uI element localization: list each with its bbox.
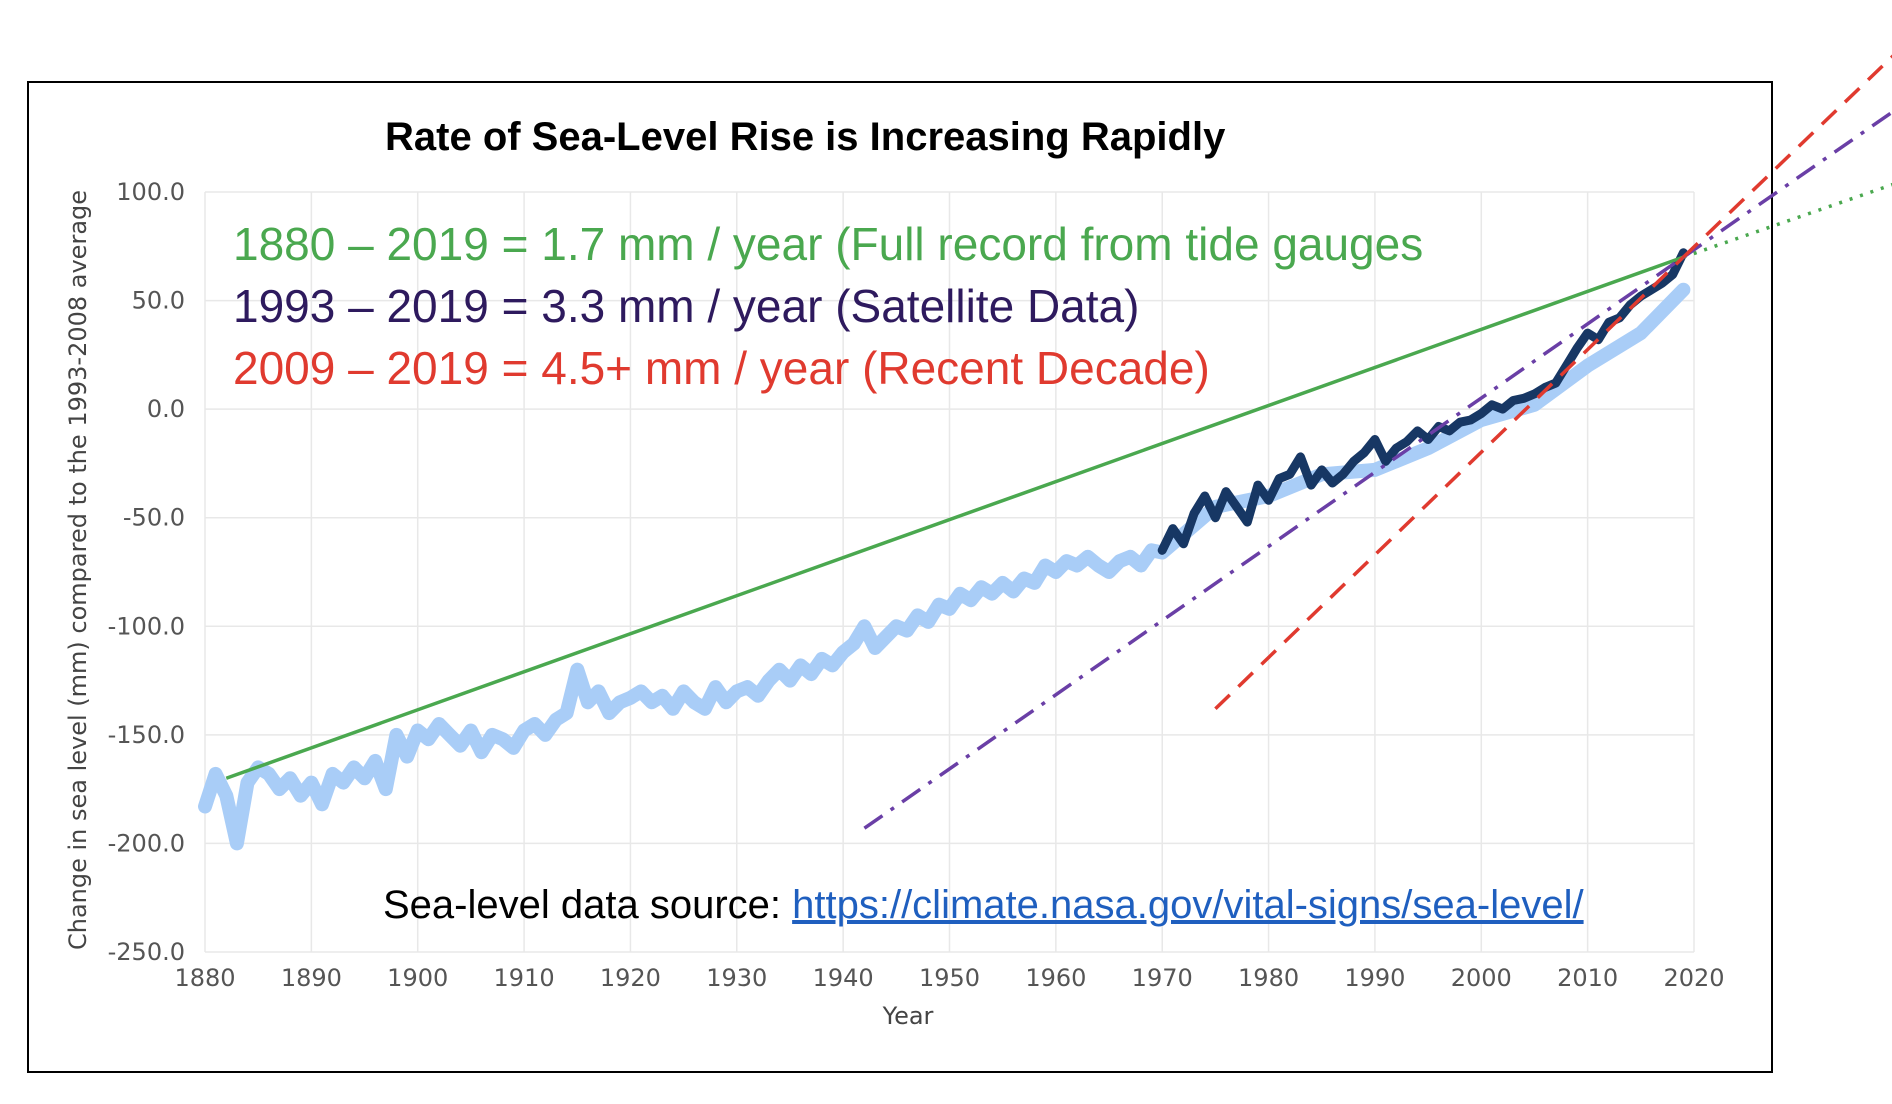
x-tick-label: 1970	[1132, 964, 1193, 992]
y-tick-labels: 100.0 50.0 0.0 -50.0 -100.0 -150.0 -200.0 -250.…	[108, 178, 185, 966]
x-tick-label: 1920	[600, 964, 661, 992]
annotation-satellite: 1993 – 2019 = 3.3 mm / year (Satellite D…	[233, 280, 1139, 332]
y-tick-label: -100.0	[108, 612, 185, 640]
x-tick-label: 1980	[1238, 964, 1299, 992]
x-tick-label: 2020	[1663, 964, 1724, 992]
y-tick-label: -50.0	[123, 504, 185, 532]
source-text: Sea-level data source: https://climate.n…	[383, 883, 1584, 927]
tide-gauge-line	[198, 282, 1691, 851]
x-tick-label: 1900	[387, 964, 448, 992]
y-tick-label: 100.0	[116, 178, 185, 206]
annotation-full-record: 1880 – 2019 = 1.7 mm / year (Full record…	[233, 218, 1423, 270]
y-tick-label: 50.0	[132, 287, 185, 315]
x-axis-label: Year	[882, 1002, 934, 1030]
x-tick-label: 1910	[494, 964, 555, 992]
y-axis-label: Change in sea level (mm) compared to the…	[64, 190, 92, 950]
x-tick-label: 1930	[706, 964, 767, 992]
x-tick-label: 1960	[1025, 964, 1086, 992]
x-tick-label: 1940	[813, 964, 874, 992]
y-tick-label: 0.0	[147, 395, 185, 423]
x-tick-label: 1950	[919, 964, 980, 992]
trend-extension-recent-decade	[1682, 54, 1892, 259]
x-tick-label: 1890	[281, 964, 342, 992]
trend-extension-full-record	[1682, 182, 1892, 259]
x-tick-label: 2000	[1451, 964, 1512, 992]
x-tick-label: 1880	[174, 964, 235, 992]
x-tick-label: 2010	[1557, 964, 1618, 992]
trend-line-recent-decade	[1214, 255, 1685, 711]
trend-lines	[225, 54, 1892, 830]
y-tick-label: -150.0	[108, 721, 185, 749]
annotation-recent-decade: 2009 – 2019 = 4.5+ mm / year (Recent Dec…	[233, 342, 1210, 394]
trend-line-full-record	[225, 255, 1684, 780]
y-tick-label: -200.0	[108, 829, 185, 857]
x-tick-labels: 1880 1890 1900 1910 1920 1930 1940 1950 1960 1970…	[174, 964, 1724, 992]
source-link[interactable]: https://climate.nasa.gov/vital-signs/sea…	[792, 883, 1584, 927]
chart-title: Rate of Sea-Level Rise is Increasing Rap…	[385, 115, 1226, 159]
source-label: Sea-level data source:	[383, 883, 792, 927]
trend-line-satellite	[863, 255, 1685, 830]
tide-gauge-series	[198, 282, 1691, 851]
y-tick-label: -250.0	[108, 938, 185, 966]
x-tick-label: 1990	[1344, 964, 1405, 992]
